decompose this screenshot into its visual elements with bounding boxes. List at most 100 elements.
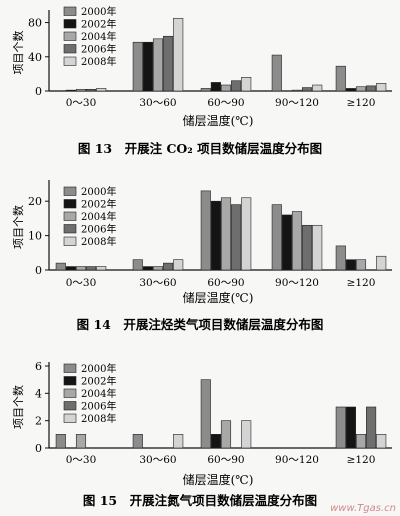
- legend-label: 2000年: [81, 185, 116, 198]
- bar-90120-4: [312, 84, 323, 92]
- legend-swatch: [63, 186, 77, 196]
- y-tick-label: 0: [35, 264, 42, 277]
- legend-swatch: [63, 363, 77, 373]
- bar-6090-2: [220, 197, 232, 271]
- x-axis-label: 储层温度(℃): [183, 290, 254, 305]
- bar-120-4: [376, 255, 387, 271]
- legend-swatch: [63, 388, 77, 398]
- legend-swatch: [63, 376, 77, 386]
- legend-swatch: [63, 236, 77, 246]
- legend-label: 2002年: [81, 18, 116, 31]
- chart-panel-nitrogen: 0 2 4 6 项目个数 0～30 30～60 60～90 90～120 ≥120 储层温度(℃) 2…: [12, 360, 392, 487]
- bar-6090-4: [241, 197, 252, 271]
- figure-caption-13: 图 13 开展注 CO₂ 项目数储层温度分布图: [78, 141, 322, 156]
- legend-label: 2000年: [81, 362, 116, 375]
- bar-3060-1: [142, 266, 153, 271]
- legend-label: 2006年: [81, 400, 116, 413]
- legend-label: 2002年: [81, 375, 116, 388]
- legend-label: 2006年: [81, 223, 116, 236]
- x-tick-label: 90～120: [275, 277, 319, 289]
- legend-label: 2004年: [81, 210, 116, 223]
- bar-90120-1: [281, 214, 292, 271]
- x-tick-label: ≥120: [347, 277, 376, 289]
- bar-030-3: [86, 88, 97, 92]
- bar-6090-0: [200, 88, 211, 92]
- bar-90120-4: [312, 224, 323, 271]
- bar-120-1: [345, 406, 356, 449]
- bar-6090-2: [220, 420, 232, 449]
- legend-swatch: [63, 199, 77, 209]
- y-tick-label: 80: [28, 17, 42, 30]
- legend-swatch: [63, 56, 77, 66]
- y-tick-label: 6: [35, 360, 42, 373]
- legend-swatch: [63, 224, 77, 234]
- bar-120-4: [376, 434, 387, 449]
- legend-swatch: [63, 44, 77, 54]
- bar-90120-2: [291, 89, 303, 92]
- bar-6090-1: [210, 200, 221, 271]
- bar-030-2: [75, 434, 87, 449]
- bar-3060-0: [132, 259, 143, 271]
- x-tick-label: 0～30: [66, 277, 97, 289]
- x-tick-label: 30～60: [139, 97, 176, 109]
- bar-030-2: [75, 266, 87, 271]
- x-tick-label: 30～60: [139, 277, 176, 289]
- x-tick-label: 60～90: [207, 97, 244, 109]
- bar-3060-4: [173, 259, 184, 271]
- bar-030-2: [75, 88, 87, 92]
- bar-030-1: [65, 266, 76, 271]
- bar-3060-0: [132, 434, 143, 449]
- bar-90120-3: [302, 87, 313, 92]
- bar-3060-3: [163, 262, 174, 271]
- y-axis-label: 项目个数: [12, 31, 25, 75]
- x-tick-label: 0～30: [66, 97, 97, 109]
- bar-6090-2: [220, 84, 232, 92]
- bar-3060-3: [163, 35, 174, 92]
- y-tick-label: 0: [35, 442, 42, 455]
- bar-030-1: [65, 89, 76, 92]
- bar-6090-0: [200, 379, 211, 449]
- figure-caption-15: 图 15 开展注氮气项目数储层温度分布图: [83, 493, 317, 508]
- legend-label: 2008年: [81, 235, 116, 248]
- legend-label: 2008年: [81, 412, 116, 425]
- bar-3060-2: [152, 266, 164, 271]
- legend-label: 2004年: [81, 30, 116, 43]
- bar-030-3: [86, 266, 97, 271]
- x-tick-label: 30～60: [139, 454, 176, 466]
- figure-caption-14: 图 14 开展注烃类气项目数储层温度分布图: [77, 317, 324, 332]
- y-tick-label: 20: [28, 195, 42, 208]
- bar-120-1: [345, 259, 356, 271]
- bar-120-2: [355, 434, 367, 449]
- bar-90120-3: [302, 224, 313, 271]
- bar-030-4: [96, 88, 107, 92]
- legend-swatch: [63, 31, 77, 41]
- x-tick-label: 0～30: [66, 454, 97, 466]
- bar-90120-0: [271, 204, 282, 271]
- legend-label: 2006年: [81, 43, 116, 56]
- x-tick-label: 60～90: [207, 277, 244, 289]
- y-axis-label: 项目个数: [12, 385, 25, 429]
- bar-6090-3: [231, 80, 242, 92]
- x-axis-label: 储层温度(℃): [183, 472, 254, 487]
- bar-3060-0: [132, 41, 143, 92]
- bar-90120-0: [271, 54, 282, 92]
- bar-6090-3: [231, 204, 242, 271]
- bar-6090-0: [200, 190, 211, 271]
- bar-120-1: [345, 88, 356, 92]
- watermark: www.Tgas.cn: [330, 503, 396, 514]
- bar-120-0: [335, 245, 346, 271]
- y-tick-label: 0: [35, 85, 42, 98]
- bar-6090-4: [241, 420, 252, 449]
- x-tick-label: 60～90: [207, 454, 244, 466]
- bar-120-4: [376, 83, 387, 92]
- bar-120-2: [355, 259, 367, 271]
- legend-label: 2008年: [81, 55, 116, 68]
- bar-120-0: [335, 406, 346, 449]
- bar-3060-4: [173, 17, 184, 92]
- legend-label: 2002年: [81, 198, 116, 211]
- y-tick-label: 10: [28, 230, 42, 243]
- bar-030-4: [96, 266, 107, 271]
